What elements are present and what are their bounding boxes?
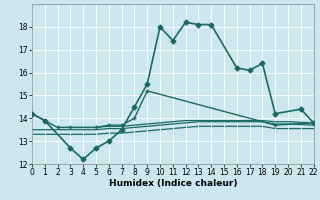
X-axis label: Humidex (Indice chaleur): Humidex (Indice chaleur) bbox=[108, 179, 237, 188]
